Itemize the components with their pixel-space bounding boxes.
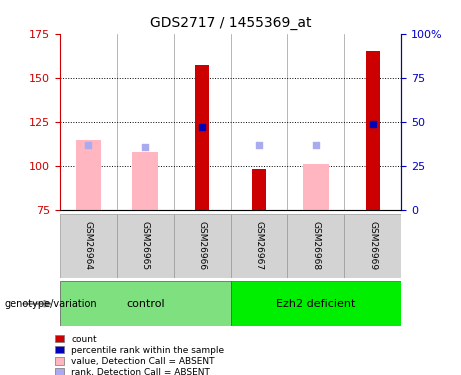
Text: GSM26967: GSM26967 — [254, 221, 263, 270]
Point — [85, 142, 92, 148]
FancyBboxPatch shape — [287, 214, 344, 278]
Legend: count, percentile rank within the sample, value, Detection Call = ABSENT, rank, : count, percentile rank within the sample… — [55, 334, 225, 375]
Bar — [366, 51, 380, 210]
FancyBboxPatch shape — [230, 281, 401, 326]
Bar — [76, 140, 101, 210]
Point — [198, 124, 206, 130]
Point — [255, 142, 263, 148]
FancyBboxPatch shape — [174, 214, 230, 278]
FancyBboxPatch shape — [344, 214, 401, 278]
Text: GSM26964: GSM26964 — [84, 221, 93, 270]
Point — [312, 142, 319, 148]
Bar — [252, 170, 266, 210]
Text: GSM26966: GSM26966 — [198, 221, 207, 270]
FancyBboxPatch shape — [60, 214, 117, 278]
Text: Ezh2 deficient: Ezh2 deficient — [276, 299, 355, 309]
Text: GSM26965: GSM26965 — [141, 221, 150, 270]
Text: GSM26969: GSM26969 — [368, 221, 377, 270]
Bar — [195, 66, 209, 210]
Text: control: control — [126, 299, 165, 309]
Point — [142, 144, 149, 150]
FancyBboxPatch shape — [117, 214, 174, 278]
Bar — [303, 164, 329, 210]
Text: GSM26968: GSM26968 — [311, 221, 320, 270]
Point — [369, 121, 376, 127]
FancyBboxPatch shape — [230, 214, 287, 278]
Bar — [132, 152, 158, 210]
FancyBboxPatch shape — [60, 281, 230, 326]
Title: GDS2717 / 1455369_at: GDS2717 / 1455369_at — [150, 16, 311, 30]
Text: genotype/variation: genotype/variation — [5, 299, 97, 309]
